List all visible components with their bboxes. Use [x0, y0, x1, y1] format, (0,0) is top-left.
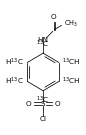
Text: $^{13}$CH: $^{13}$CH — [62, 57, 81, 68]
Text: H$^{13}$C: H$^{13}$C — [5, 76, 24, 87]
Text: H$^{13}$C: H$^{13}$C — [5, 57, 24, 68]
Text: $^{13}$CH: $^{13}$CH — [62, 76, 81, 87]
Text: $^{13}$C: $^{13}$C — [36, 38, 50, 50]
Text: CH$_3$: CH$_3$ — [64, 18, 78, 29]
Text: Cl: Cl — [40, 117, 47, 122]
Text: O: O — [55, 101, 60, 107]
Text: O: O — [51, 14, 57, 21]
Text: $^{13}$C: $^{13}$C — [36, 94, 50, 106]
Text: S: S — [41, 101, 45, 107]
Text: O: O — [26, 101, 32, 107]
Text: HN: HN — [38, 37, 49, 43]
